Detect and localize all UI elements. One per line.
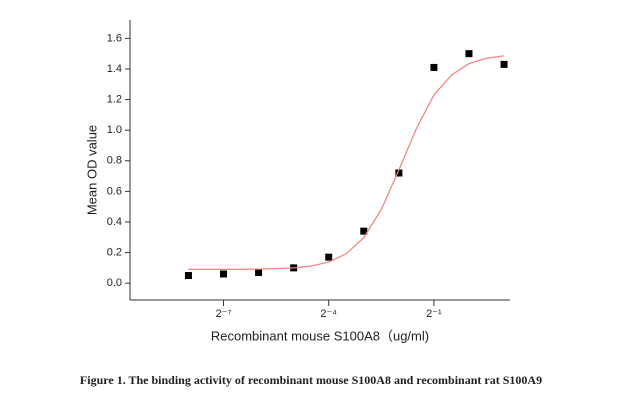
- data-point: [395, 169, 403, 177]
- y-tick-label: 0.0: [107, 277, 122, 289]
- data-point: [430, 63, 438, 71]
- y-tick-label: 0.8: [107, 155, 122, 167]
- y-tick-label: 0.4: [107, 216, 122, 228]
- y-tick-label: 0.2: [107, 246, 122, 258]
- y-tick-label: 0.6: [107, 185, 122, 197]
- data-point: [325, 253, 333, 261]
- data-point: [220, 270, 228, 278]
- y-tick-label: 1.4: [107, 63, 122, 75]
- y-tick-label: 1.0: [107, 124, 122, 136]
- y-axis-label: Mean OD value: [84, 125, 99, 215]
- caption: Figure 1. The binding activity of recomb…: [80, 373, 542, 387]
- x-tick-label: 2⁻⁴: [320, 308, 337, 320]
- data-point: [255, 268, 263, 276]
- y-tick-label: 1.6: [107, 32, 122, 44]
- fit-curve: [188, 55, 505, 270]
- data-point: [465, 50, 473, 58]
- data-point: [184, 272, 192, 280]
- x-tick-label: 2⁻¹: [426, 308, 442, 320]
- data-point: [500, 60, 508, 68]
- x-axis-label: Recombinant mouse S100A8（ug/ml): [211, 328, 429, 343]
- y-tick-label: 1.2: [107, 93, 122, 105]
- data-point: [360, 227, 368, 235]
- x-tick-label: 2⁻⁷: [216, 308, 232, 320]
